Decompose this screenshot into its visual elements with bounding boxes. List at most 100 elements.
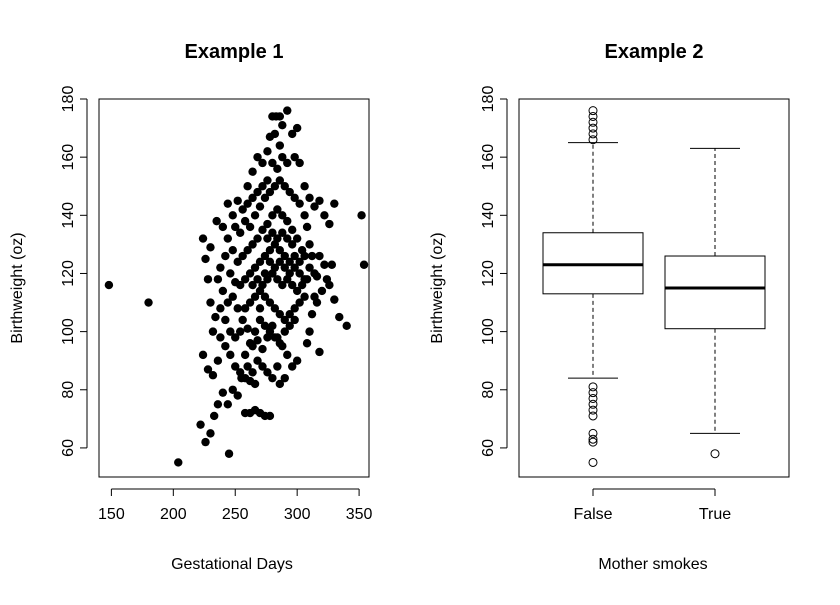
y-tick-label: 140 [480, 202, 497, 229]
data-point [218, 286, 228, 296]
data-point [223, 298, 233, 307]
data-point [206, 429, 215, 438]
data-point [238, 251, 247, 261]
data-point [260, 292, 270, 301]
data-point [280, 373, 289, 383]
data-point [233, 391, 242, 400]
y-tick-label: 180 [60, 86, 77, 113]
data-point [248, 167, 257, 176]
data-point [235, 228, 245, 237]
data-point [292, 234, 302, 243]
data-point [263, 219, 272, 229]
data-points [104, 106, 369, 467]
data-point [310, 202, 319, 211]
data-point [295, 158, 304, 168]
data-point [228, 211, 237, 220]
data-point [275, 257, 285, 267]
x-tick-label: False [573, 506, 612, 523]
data-point [144, 298, 153, 307]
data-point [221, 315, 230, 325]
data-point [270, 333, 280, 342]
data-point [275, 339, 285, 348]
data-point [263, 368, 272, 377]
data-point [305, 327, 314, 336]
data-point [196, 420, 205, 429]
data-point [248, 193, 257, 203]
data-point [255, 257, 265, 267]
boxes [542, 106, 766, 467]
data-point [216, 333, 225, 342]
data-point [245, 339, 255, 348]
data-point [216, 304, 225, 313]
outlier-point [588, 405, 598, 415]
outlier-point [588, 428, 598, 438]
data-point [238, 315, 247, 325]
data-point [283, 216, 292, 226]
y-tick-label: 160 [60, 144, 77, 171]
data-point [275, 112, 285, 121]
data-point [263, 176, 272, 185]
data-point [258, 362, 267, 371]
data-point [265, 327, 275, 336]
data-point [253, 152, 262, 162]
data-point [198, 234, 208, 243]
x-axis-label: Gestational Days [171, 556, 293, 573]
data-point [201, 437, 210, 447]
data-point [216, 263, 225, 272]
outlier-point [588, 106, 598, 116]
data-point [280, 182, 289, 191]
data-point [224, 449, 234, 458]
outlier-point [588, 117, 598, 127]
data-point [243, 324, 252, 333]
data-point [302, 339, 312, 348]
data-point [285, 269, 294, 278]
data-point [305, 193, 314, 203]
data-point [305, 240, 314, 249]
data-point [310, 269, 319, 278]
data-point [327, 260, 337, 269]
data-point [258, 158, 267, 168]
data-point [278, 280, 287, 290]
data-point [233, 304, 242, 313]
data-point [280, 263, 289, 272]
data-point [211, 312, 220, 322]
data-point [240, 350, 250, 360]
data-point [315, 196, 324, 205]
data-point [273, 362, 282, 371]
data-point [292, 356, 302, 365]
outlier-point [588, 437, 598, 447]
data-point [228, 385, 237, 394]
data-point [228, 246, 237, 255]
x-tick-label: 350 [346, 506, 373, 523]
data-point [275, 141, 285, 150]
data-point [208, 371, 218, 380]
data-point [275, 176, 285, 185]
data-point [245, 222, 255, 232]
data-point [265, 187, 275, 197]
data-point [265, 411, 275, 421]
data-point [218, 388, 228, 397]
data-point [302, 222, 312, 232]
outlier-point [588, 123, 598, 133]
data-point [248, 240, 257, 249]
data-point [290, 263, 299, 272]
data-point [250, 379, 260, 389]
scatter-panel: Example 1 150 200 250 300 350 60 80 100 120 140 1… [9, 41, 373, 573]
data-point [250, 211, 260, 220]
outlier-point [588, 399, 598, 409]
y-tick-label: 100 [480, 318, 497, 345]
data-point [292, 123, 302, 133]
data-point [285, 309, 294, 319]
data-point [238, 205, 247, 214]
data-point [315, 347, 324, 357]
data-point [226, 269, 235, 278]
data-point [245, 298, 255, 307]
data-point [280, 315, 289, 325]
x-tick-label: 200 [160, 506, 187, 523]
outlier-point [588, 393, 598, 403]
data-point [300, 211, 309, 220]
data-point [268, 211, 277, 220]
data-point [285, 187, 294, 197]
data-point [270, 304, 280, 313]
data-point [278, 228, 287, 237]
